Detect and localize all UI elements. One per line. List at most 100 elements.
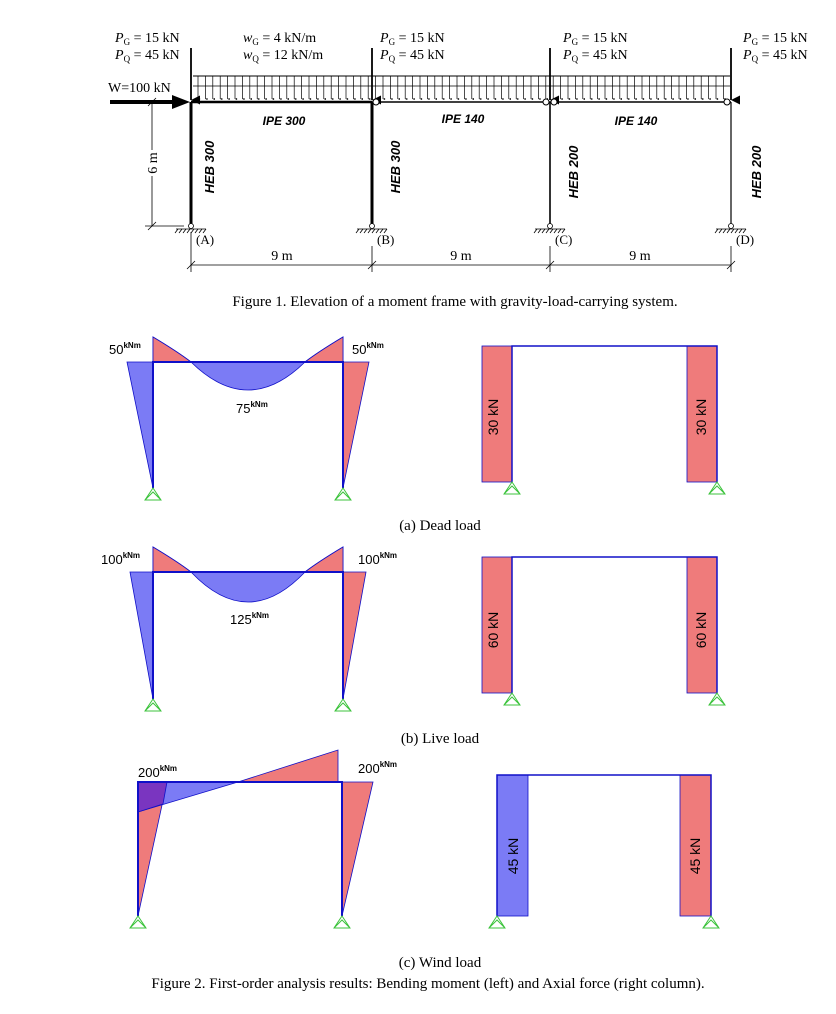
svg-text:PQ = 45 kN: PQ = 45 kN — [562, 48, 628, 64]
support-icon — [144, 698, 162, 712]
span-label-1: 9 m — [271, 249, 293, 264]
support-icon — [503, 481, 521, 495]
point-load-label-4: PG = 15 kN PQ = 45 kN — [742, 31, 808, 64]
axial-label-left: 45 kN — [505, 838, 521, 875]
frame-line — [152, 361, 344, 488]
svg-text:PQ = 45 kN: PQ = 45 kN — [114, 48, 180, 64]
point-load-label-2: PG = 15 kN PQ = 45 kN — [379, 31, 445, 64]
axial-diagram-wind: 45 kN 45 kN — [488, 774, 720, 929]
support-icon — [702, 915, 720, 929]
frame-line — [137, 781, 343, 916]
hinge-icon — [542, 98, 550, 106]
beam-label-3: IPE 140 — [615, 114, 658, 128]
moment-right-column-positive — [342, 361, 370, 489]
distributed-load — [193, 75, 730, 101]
column-label-D: HEB 200 — [749, 145, 764, 199]
moment-diagram-wind: 200kNm 200kNm — [129, 749, 397, 929]
support-icon — [129, 915, 147, 929]
point-load-label-3: PG = 15 kN PQ = 45 kN — [562, 31, 628, 64]
svg-text:PQ = 45 kN: PQ = 45 kN — [742, 48, 808, 64]
support-icon — [708, 692, 726, 706]
moment-label-right: 50kNm — [352, 341, 384, 357]
support-icon — [144, 487, 162, 501]
support-icon — [334, 487, 352, 501]
case-caption-wind: (c) Wind load — [399, 955, 482, 971]
moment-diagram-live: 100kNm 100kNm 125kNm — [101, 546, 397, 712]
support-C — [533, 223, 566, 234]
figure2-caption: Figure 2. First-order analysis results: … — [151, 976, 704, 992]
axial-label-right: 45 kN — [687, 838, 703, 875]
moment-beam — [152, 336, 344, 391]
hinge-icon — [550, 98, 558, 106]
moment-label-right: 100kNm — [358, 551, 397, 567]
moment-label-right: 200kNm — [358, 760, 397, 776]
moment-label-mid: 125kNm — [230, 611, 269, 627]
moment-beam-hogging-left — [152, 336, 193, 363]
distributed-load-label: wG = 4 kN/m wQ = 12 kN/m — [243, 31, 323, 64]
point-load-label-1: PG = 15 kN PQ = 45 kN — [114, 31, 180, 64]
moment-beam — [152, 546, 344, 603]
svg-text:PG = 15 kN: PG = 15 kN — [114, 31, 180, 47]
frame-line — [511, 556, 718, 693]
svg-text:PG = 15 kN: PG = 15 kN — [562, 31, 628, 47]
axial-diagram-dead: 30 kN 30 kN — [481, 345, 726, 495]
axial-label-left: 30 kN — [485, 399, 501, 436]
beam-label-2: IPE 140 — [442, 112, 485, 126]
svg-text:wG = 4 kN/m: wG = 4 kN/m — [243, 31, 316, 47]
moment-diagram-dead: 50kNm 50kNm 75kNm — [109, 336, 384, 501]
moment-label-left: 200kNm — [138, 764, 177, 780]
svg-text:PQ = 45 kN: PQ = 45 kN — [379, 48, 445, 64]
support-B — [355, 223, 388, 234]
case-caption-live: (b) Live load — [401, 731, 480, 747]
svg-text:PG = 15 kN: PG = 15 kN — [742, 31, 808, 47]
moment-label-mid: 75kNm — [236, 400, 268, 416]
axial-bar-right — [679, 774, 712, 917]
case-caption-dead: (a) Dead load — [399, 518, 481, 534]
axial-diagram-live: 60 kN 60 kN — [481, 556, 726, 706]
moment-right-column-positive — [341, 781, 374, 917]
axial-bar-left — [481, 345, 513, 483]
span-dimension — [186, 232, 736, 272]
figure1-caption: Figure 1. Elevation of a moment frame wi… — [232, 294, 677, 310]
support-icon — [488, 915, 506, 929]
frame-line — [152, 571, 344, 699]
support-A — [174, 223, 207, 234]
moment-right-column-positive — [342, 571, 367, 700]
svg-text:wQ = 12 kN/m: wQ = 12 kN/m — [243, 48, 323, 64]
svg-text:PG = 15 kN: PG = 15 kN — [379, 31, 445, 47]
moment-beam-hogging-right — [303, 336, 344, 363]
moment-beam-hogging-left — [152, 546, 193, 573]
frame-structure — [189, 98, 732, 224]
moment-beam-positive — [237, 749, 339, 783]
support-label-A: (A) — [196, 232, 214, 247]
support-icon — [503, 692, 521, 706]
frame-line — [511, 345, 718, 482]
moment-overlap — [137, 781, 168, 813]
span-label-2: 9 m — [450, 249, 472, 264]
support-label-C: (C) — [555, 232, 572, 247]
support-label-D: (D) — [736, 232, 754, 247]
axial-label-left: 60 kN — [485, 612, 501, 649]
support-D — [714, 223, 747, 234]
frame-line — [496, 774, 712, 916]
column-label-B: HEB 300 — [388, 140, 403, 194]
beam-label-1: IPE 300 — [263, 114, 306, 128]
moment-left-column-negative — [129, 571, 154, 700]
support-label-B: (B) — [377, 232, 394, 247]
hinge-icon — [723, 98, 731, 106]
axial-label-right: 30 kN — [693, 399, 709, 436]
support-icon — [333, 915, 351, 929]
moment-label-left: 100kNm — [101, 551, 140, 567]
axial-label-right: 60 kN — [693, 612, 709, 649]
span-label-3: 9 m — [629, 249, 651, 264]
axial-bar-left — [481, 556, 513, 694]
moment-left-column-negative — [126, 361, 154, 489]
support-icon — [708, 481, 726, 495]
support-icon — [334, 698, 352, 712]
wind-load-label: W=100 kN — [108, 81, 171, 96]
height-label: 6 m — [146, 152, 161, 174]
hinge-icon — [372, 98, 380, 106]
moment-beam-hogging-right — [303, 546, 344, 573]
moment-label-left: 50kNm — [109, 341, 141, 357]
column-label-A: HEB 300 — [202, 140, 217, 194]
